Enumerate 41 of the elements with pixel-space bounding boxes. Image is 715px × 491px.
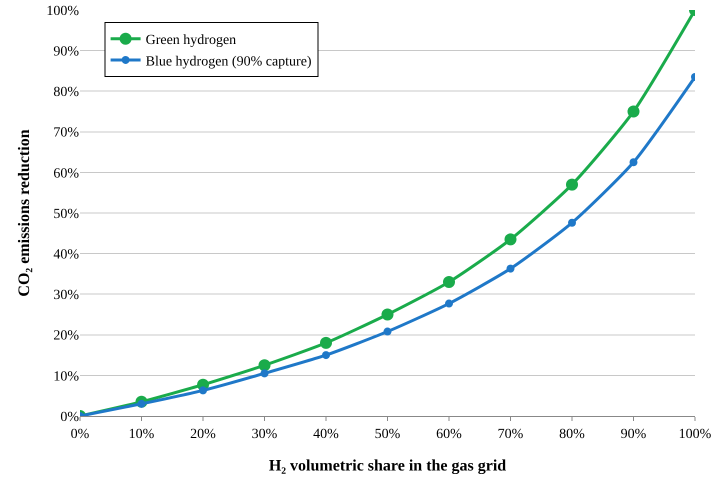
point (322, 351, 330, 360)
legend-label: Green hydrogen (146, 33, 236, 48)
point (258, 359, 270, 372)
y-axis-title: CO₂ emissions reduction (16, 129, 34, 297)
y-tick-label: 20% (53, 328, 80, 344)
y-tick-label: 100% (46, 4, 80, 19)
y-tick-label: 10% (53, 369, 80, 384)
point (504, 233, 516, 246)
point (630, 158, 638, 166)
x-tick-label: 50% (374, 426, 401, 442)
x-tick-label: 100% (678, 426, 712, 442)
y-tick-label: 0% (60, 410, 80, 425)
y-tick-label: 70% (53, 126, 80, 141)
point (443, 276, 455, 288)
point (199, 386, 207, 394)
point (628, 106, 640, 118)
point (568, 218, 576, 227)
y-tick-label: 60% (53, 166, 80, 182)
y-tick-label: 30% (53, 288, 80, 304)
x-tick-label: 0% (70, 426, 90, 442)
point (506, 264, 514, 273)
x-tick-label: 90% (620, 426, 647, 442)
y-tick-label: 90% (53, 44, 80, 60)
y-tick-label: 40% (53, 248, 80, 262)
x-tick-label: 40% (313, 426, 340, 442)
x-axis-title: H₂ volumetric share in the gas grid (268, 458, 506, 474)
x-tick-label: 60% (436, 426, 462, 442)
point (384, 328, 392, 336)
x-tick-label: 80% (559, 426, 586, 442)
point (320, 336, 332, 349)
x-tick-label: 30% (252, 426, 278, 442)
legend-label: Blue hydrogen (90% capture) (146, 54, 312, 70)
point (260, 369, 268, 378)
y-tick-label: 50% (53, 206, 80, 222)
x-tick-label: 70% (498, 426, 524, 442)
x-tick-label: 10% (128, 426, 155, 442)
point (566, 178, 578, 191)
point (445, 300, 453, 308)
y-tick-label: 80% (53, 85, 80, 100)
point (382, 308, 394, 320)
x-tick-label: 20% (190, 426, 216, 442)
